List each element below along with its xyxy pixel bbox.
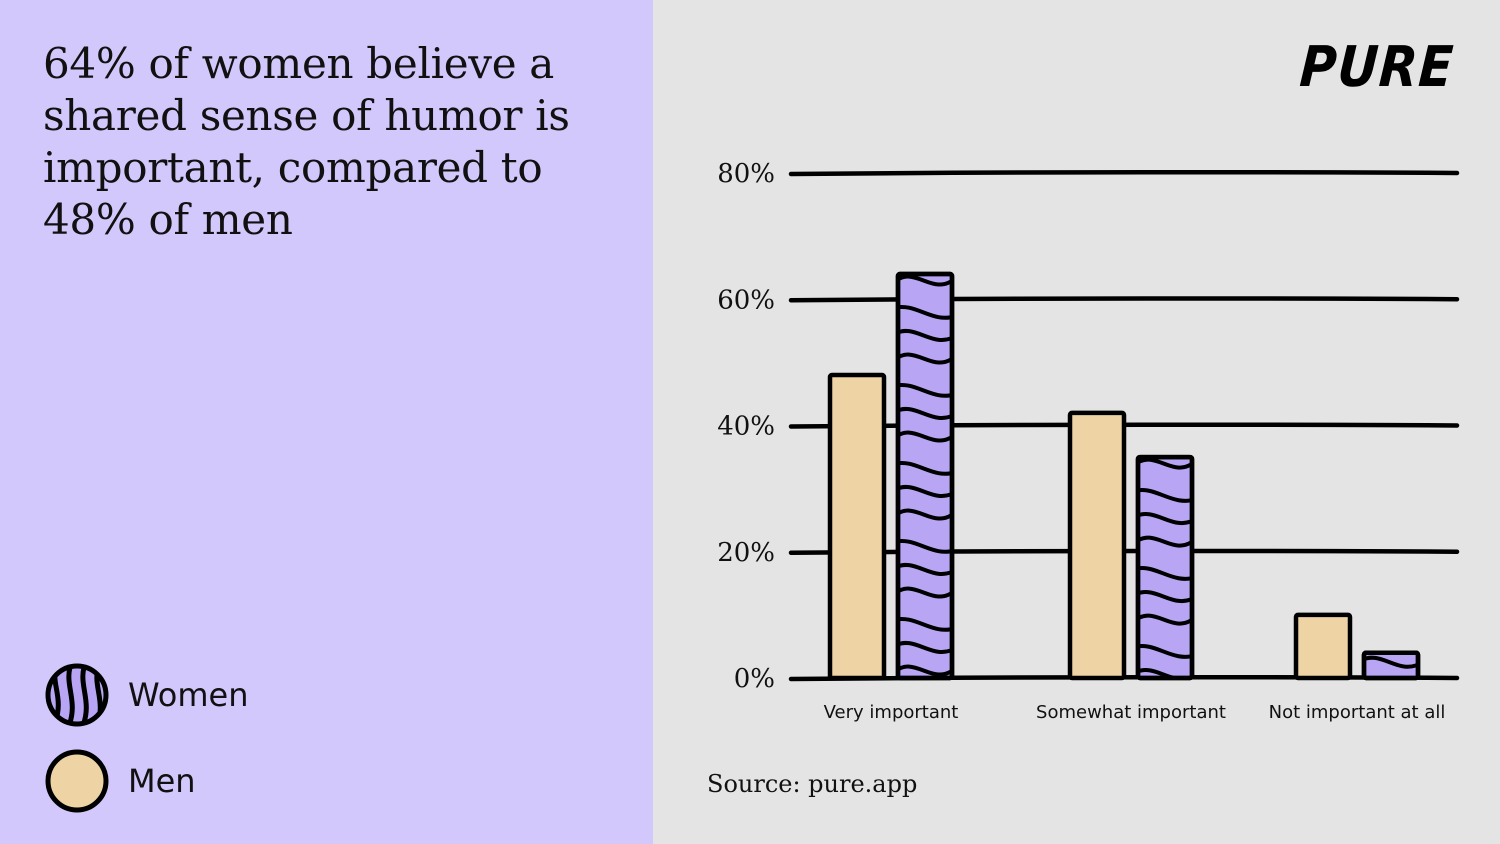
bar-men-not-important-at-all — [1293, 612, 1353, 681]
bar-outline — [895, 271, 955, 681]
bar-stripes — [900, 276, 950, 676]
x-category-label: Not important at all — [1269, 702, 1446, 723]
bar-outline — [1361, 650, 1421, 681]
y-tick-label: 60% — [717, 285, 775, 315]
y-tick-label: 20% — [717, 538, 775, 568]
gridline — [788, 296, 1460, 303]
x-category-label: Somewhat important — [1036, 702, 1226, 723]
bar-outline — [1135, 454, 1195, 681]
bar-men-somewhat-important — [1067, 410, 1127, 681]
bar-men-very-important — [827, 372, 887, 681]
bar-stripes — [1366, 655, 1416, 669]
left-panel: 64% of women believe a shared sense of h… — [0, 0, 653, 844]
legend-swatch-men — [45, 749, 109, 813]
legend-swatch-women — [45, 663, 109, 727]
bar-chart: 0% 20% 40% 60% 80% Very important Somewhat imp… — [717, 159, 1460, 723]
y-tick-label: 0% — [734, 664, 775, 694]
x-category-label: Very important — [824, 702, 959, 723]
gridline — [788, 169, 1460, 177]
legend-label-women: Women — [128, 676, 249, 714]
legend-label-men: Men — [128, 762, 196, 800]
headline: 64% of women believe a shared sense of h… — [43, 39, 570, 244]
y-tick-label: 80% — [717, 159, 775, 189]
right-panel: PURE 0% 20% 40% 60% 80% Very important Somewha… — [653, 0, 1500, 844]
source-note: Source: pure.app — [707, 770, 918, 798]
bar-stripes — [1140, 459, 1190, 676]
y-tick-label: 40% — [717, 412, 775, 442]
